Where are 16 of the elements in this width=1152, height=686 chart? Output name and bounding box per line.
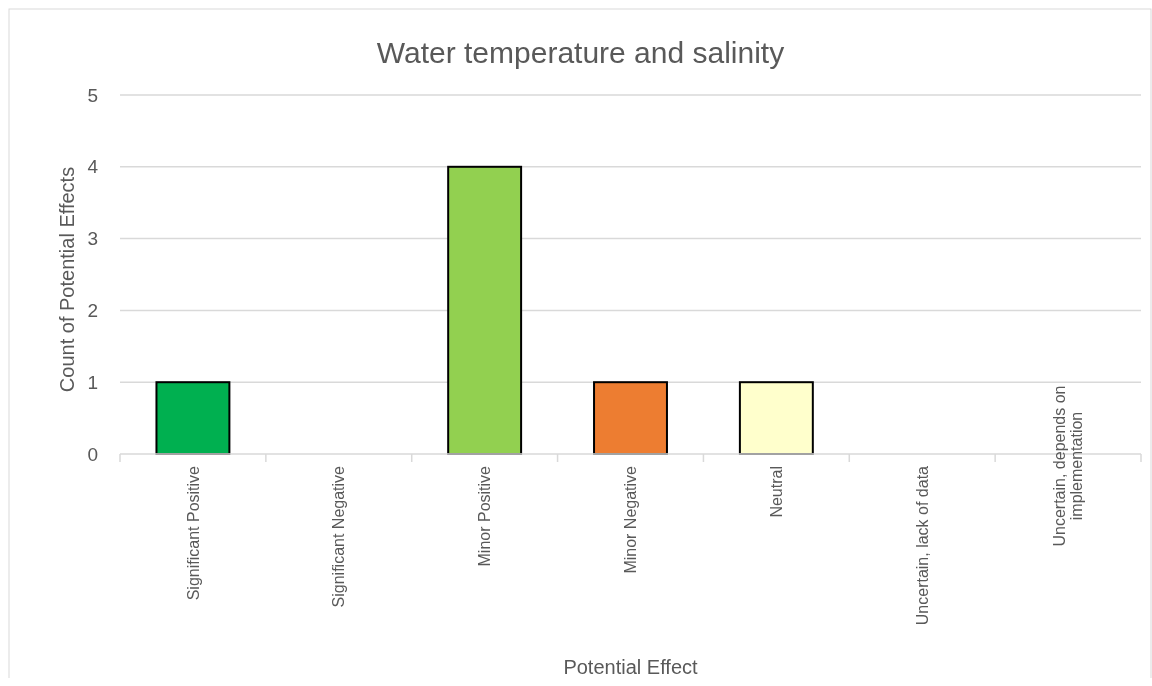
x-tick-label: Significant Positive — [184, 465, 202, 601]
y-tick-label: 5 — [87, 84, 98, 106]
y-tick-label: 0 — [87, 443, 98, 465]
y-axis-title: Count of Potential Effects — [56, 166, 78, 393]
x-tick-label: Uncertain, depends on implementation — [1050, 385, 1086, 547]
y-tick-label: 2 — [87, 300, 98, 322]
x-tick-label: Neutral — [767, 466, 785, 518]
y-tick-label: 4 — [87, 156, 99, 178]
chart-title: Water temperature and salinity — [376, 36, 785, 69]
y-tick-label: 1 — [87, 371, 98, 393]
x-tick-label: Minor Positive — [476, 465, 494, 567]
x-tick-label: Uncertain, lack of data — [913, 465, 931, 626]
x-axis-title: Potential Effect — [563, 656, 699, 678]
y-tick-label: 3 — [87, 228, 98, 250]
x-tick-label: Minor Negative — [622, 465, 640, 574]
x-tick-label: Significant Negative — [330, 465, 348, 608]
